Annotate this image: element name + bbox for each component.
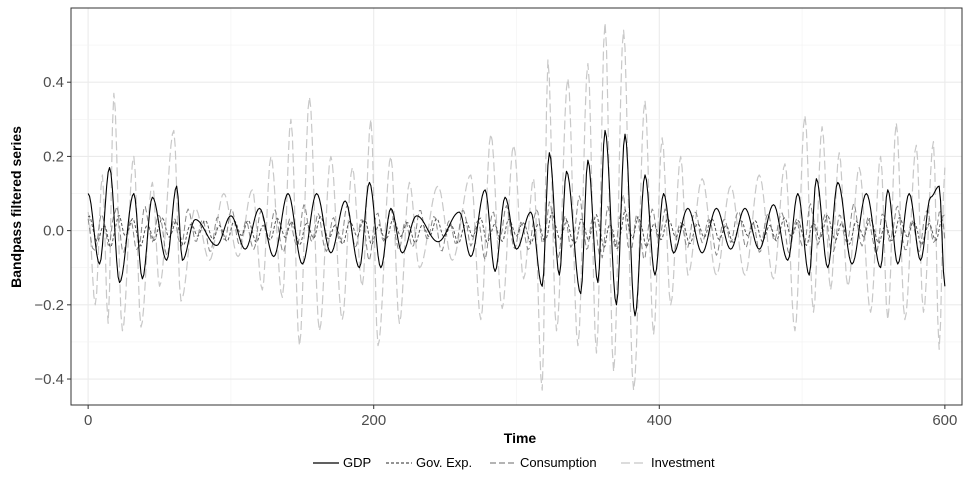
legend-label: Gov. Exp. xyxy=(416,455,472,470)
x-tick-label: 200 xyxy=(361,412,386,429)
series-line-consumption xyxy=(87,194,946,262)
series-line-gdp xyxy=(87,129,946,317)
x-tick-label: 0 xyxy=(84,412,92,429)
legend: GDP Gov. Exp. Consumption Investment xyxy=(313,455,715,470)
x-axis-title: Time xyxy=(504,430,537,446)
y-tick-label: 0.4 xyxy=(43,74,64,91)
x-tick-label: 400 xyxy=(647,412,672,429)
y-tick-label: −0.4 xyxy=(34,371,64,388)
gridlines xyxy=(71,8,962,405)
axis-ticks: 0 200 400 600 −0.4 −0.2 0.0 0.2 0.4 xyxy=(34,74,957,429)
y-tick-label: 0.0 xyxy=(43,223,64,240)
y-axis-title: Bandpass filtered series xyxy=(8,126,24,288)
legend-label: Consumption xyxy=(520,455,597,470)
y-tick-label: −0.2 xyxy=(34,297,64,314)
series-layer xyxy=(87,22,946,391)
legend-label: Investment xyxy=(651,455,715,470)
series-line-gov-exp xyxy=(87,209,946,250)
plot-panel-border xyxy=(70,7,963,406)
legend-label: GDP xyxy=(343,455,371,470)
y-tick-label: 0.2 xyxy=(43,148,64,165)
x-tick-label: 600 xyxy=(932,412,957,429)
